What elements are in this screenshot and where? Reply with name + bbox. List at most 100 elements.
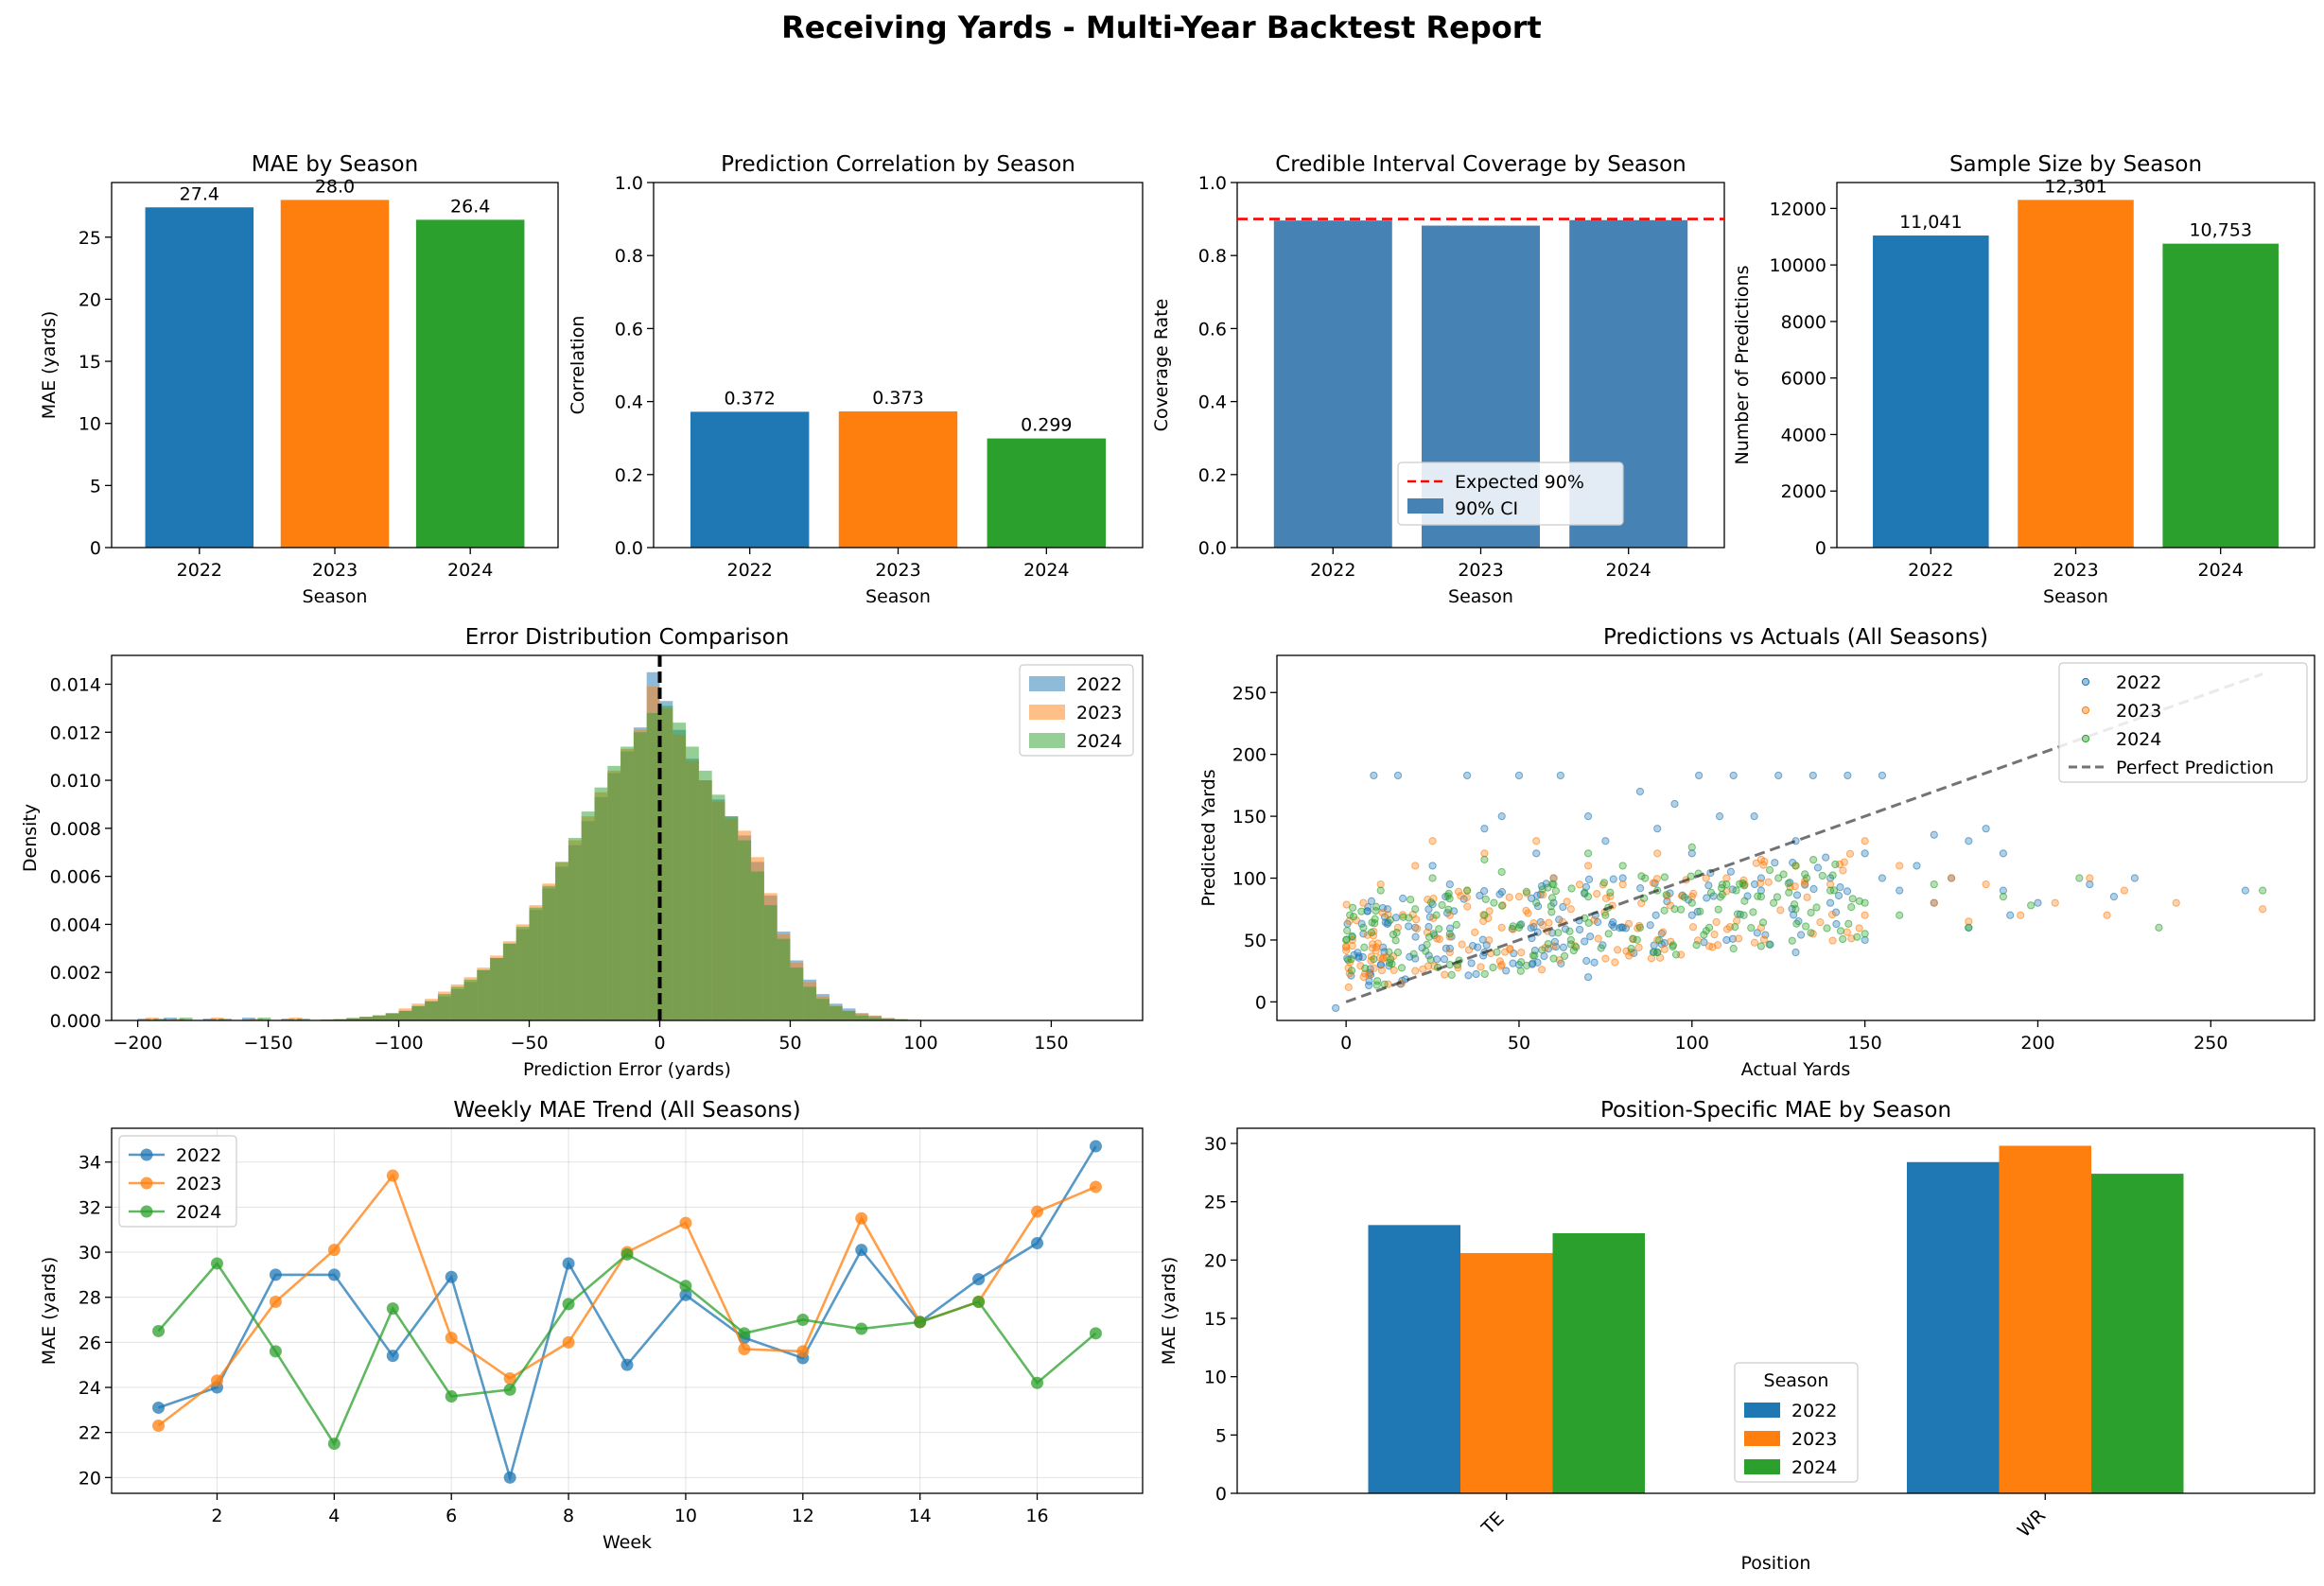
x-tick-label: 2024 (2198, 560, 2244, 581)
y-tick-label: 0.2 (1198, 465, 1227, 486)
legend-label: 2022 (1076, 674, 1122, 695)
scatter-point-2024 (1359, 923, 1368, 932)
x-tick-label: 2 (211, 1506, 222, 1526)
scatter-point-2022 (1822, 853, 1830, 862)
y-axis-label: Density (20, 804, 41, 872)
scatter-point-2023 (1429, 895, 1438, 903)
scatter-point-2024 (1357, 907, 1366, 915)
scatter-point-2022 (1834, 891, 1843, 900)
scatter-point-2024 (1756, 893, 1766, 901)
scatter-point-2023 (1342, 900, 1351, 909)
y-axis-label: MAE (yards) (39, 1257, 60, 1366)
scatter-point-2024 (1828, 871, 1837, 880)
scatter-point-2022 (1930, 830, 1938, 839)
scatter-point-2024 (1627, 944, 1635, 953)
scatter-point-2024 (1426, 898, 1436, 907)
hist-bin-2024 (463, 979, 478, 1020)
scatter-point-2022 (1464, 971, 1473, 980)
scatter-point-2022 (1796, 931, 1806, 939)
line-marker-2024 (1089, 1327, 1102, 1340)
hist-bin-2024 (555, 862, 568, 1020)
scatter-point-2022 (1480, 825, 1489, 833)
y-tick-label: 0.004 (50, 915, 101, 935)
x-tick-label: −100 (374, 1033, 423, 1054)
bar-2024 (415, 219, 525, 548)
scatter-point-2023 (1659, 928, 1668, 936)
x-axis-label: Position (1741, 1553, 1811, 1574)
scatter-point-2022 (1424, 905, 1433, 914)
scatter-point-2022 (1359, 930, 1368, 938)
hist-bin-2024 (738, 840, 752, 1020)
x-tick-label: 4 (328, 1506, 340, 1526)
scatter-point-2022 (1831, 908, 1841, 916)
scatter-point-2024 (1704, 923, 1714, 932)
scatter-point-2023 (1845, 849, 1855, 858)
scatter-point-2022 (1687, 911, 1696, 919)
scatter-point-2022 (1618, 923, 1627, 932)
scatter-point-2024 (1633, 935, 1641, 944)
scatter-point-2024 (1700, 931, 1708, 939)
scatter-point-2024 (1438, 900, 1446, 910)
x-tick-label: 100 (903, 1033, 937, 1054)
y-tick-label: 24 (79, 1378, 101, 1399)
hist-bin-2024 (646, 712, 660, 1020)
bar-2023 (280, 200, 390, 548)
x-tick-label: 14 (909, 1506, 932, 1526)
scatter-point-2023 (1855, 924, 1863, 932)
scatter-point-2024 (1812, 903, 1821, 912)
scatter-point-2023 (1497, 923, 1506, 932)
predictions-vs-actuals-chart: Predictions vs Actuals (All Seasons) 0 50 1… (1198, 625, 2315, 1080)
scatter-point-2024 (1554, 929, 1563, 937)
chart-title: Predictions vs Actuals (All Seasons) (1603, 625, 1988, 650)
scatter-point-2024 (1411, 905, 1420, 914)
scatter-point-2023 (1505, 893, 1513, 902)
scatter-point-2023 (1455, 887, 1463, 897)
scatter-point-2024 (1423, 940, 1431, 949)
y-tick-label: 0.8 (1198, 246, 1227, 267)
scatter-point-2022 (1836, 883, 1844, 892)
bar-TE-2024 (1552, 1232, 1645, 1493)
scatter-point-2022 (1761, 931, 1770, 939)
y-tick-label: 1.0 (1198, 173, 1227, 194)
scatter-point-2022 (1695, 771, 1704, 780)
scatter-point-2024 (1831, 860, 1840, 869)
y-tick-label: 250 (1232, 683, 1267, 704)
weekly-mae-trend-chart: Weekly MAE Trend (All Seasons)2022242628… (39, 1098, 1144, 1553)
scatter-point-2024 (1756, 942, 1766, 950)
scatter-point-2023 (1378, 954, 1387, 964)
scatter-point-2024 (1497, 901, 1507, 910)
scatter-point-2023 (1477, 963, 1485, 971)
scatter-point-2023 (2017, 911, 2025, 919)
scatter-point-2022 (1586, 932, 1595, 941)
scatter-point-2023 (1514, 893, 1524, 901)
line-marker-2023 (562, 1335, 575, 1349)
x-axis-label: Week (603, 1532, 652, 1553)
scatter-point-2022 (2109, 893, 2119, 901)
scatter-point-2024 (1853, 932, 1861, 941)
x-tick-label: 2023 (1458, 560, 1503, 581)
scatter-point-2023 (1454, 964, 1462, 972)
scatter-point-2024 (1807, 908, 1815, 917)
scatter-point-2023 (1376, 880, 1385, 889)
scatter-point-2024 (1836, 927, 1845, 935)
scatter-point-2024 (1567, 884, 1576, 893)
scatter-point-2024 (1696, 907, 1704, 915)
scatter-point-2022 (1367, 897, 1376, 905)
hist-bin-2024 (477, 969, 491, 1020)
scatter-point-2023 (1359, 898, 1368, 907)
scatter-point-2023 (1441, 970, 1449, 979)
scatter-point-2023 (2051, 898, 2059, 907)
scatter-point-2023 (1713, 941, 1722, 950)
x-tick-label: 150 (1848, 1033, 1882, 1054)
hist-tail-bin-2022 (202, 1018, 217, 1020)
scatter-point-2023 (1539, 891, 1547, 899)
scatter-point-2022 (1982, 825, 1990, 833)
legend-title: Season (1764, 1370, 1829, 1391)
hist-bin-2024 (777, 938, 791, 1020)
scatter-point-2023 (1549, 874, 1558, 882)
scatter-point-2024 (1361, 964, 1370, 973)
y-tick-label: 26 (79, 1333, 101, 1353)
legend-box (1397, 462, 1624, 526)
legend-swatch-2024 (2081, 734, 2090, 743)
